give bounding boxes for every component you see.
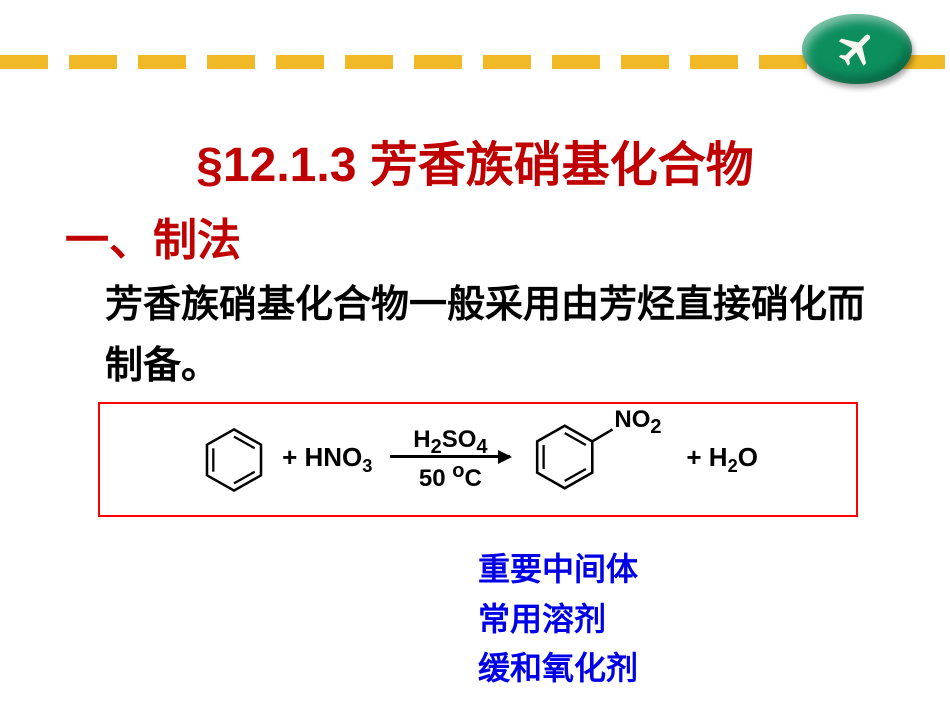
- arrow-line: [390, 455, 510, 458]
- dash-segment: [552, 55, 600, 69]
- note-line-1: 重要中间体: [478, 545, 638, 595]
- nav-next-button[interactable]: [802, 14, 912, 84]
- page-title: §12.1.3 芳香族硝基化合物: [0, 125, 950, 195]
- dash-segment: [138, 55, 186, 69]
- arrow-condition-bottom: 50 oC: [419, 460, 482, 493]
- dash-segment: [0, 55, 48, 69]
- dash-segment: [621, 55, 669, 69]
- reagent-hno3: + HNO3: [282, 442, 372, 477]
- dash-segment: [483, 55, 531, 69]
- dash-segment: [759, 55, 807, 69]
- note-line-3: 缓和氧化剂: [478, 644, 638, 694]
- reaction-equation-box: + HNO3 H2SO4 50 oC NO2 + H2: [98, 402, 858, 517]
- plane-icon: [826, 18, 888, 80]
- dash-segment: [69, 55, 117, 69]
- notes-list: 重要中间体 常用溶剂 缓和氧化剂: [478, 545, 638, 694]
- benzene-ring: [198, 424, 270, 496]
- note-line-2: 常用溶剂: [478, 595, 638, 645]
- dash-segment: [414, 55, 462, 69]
- dash-segment: [207, 55, 255, 69]
- body-paragraph: 芳香族硝基化合物一般采用由芳烃直接硝化而制备。: [105, 275, 865, 397]
- dash-segment: [690, 55, 738, 69]
- dash-segment: [345, 55, 393, 69]
- product-h2o: + H2O: [686, 442, 758, 477]
- reaction-equation: + HNO3 H2SO4 50 oC NO2 + H2: [198, 418, 758, 501]
- nitrobenzene: NO2: [528, 418, 618, 501]
- reaction-arrow: H2SO4 50 oC: [390, 426, 510, 493]
- dash-segment: [276, 55, 324, 69]
- section-heading: 一、制法: [65, 204, 241, 268]
- no2-label: NO2: [614, 406, 661, 439]
